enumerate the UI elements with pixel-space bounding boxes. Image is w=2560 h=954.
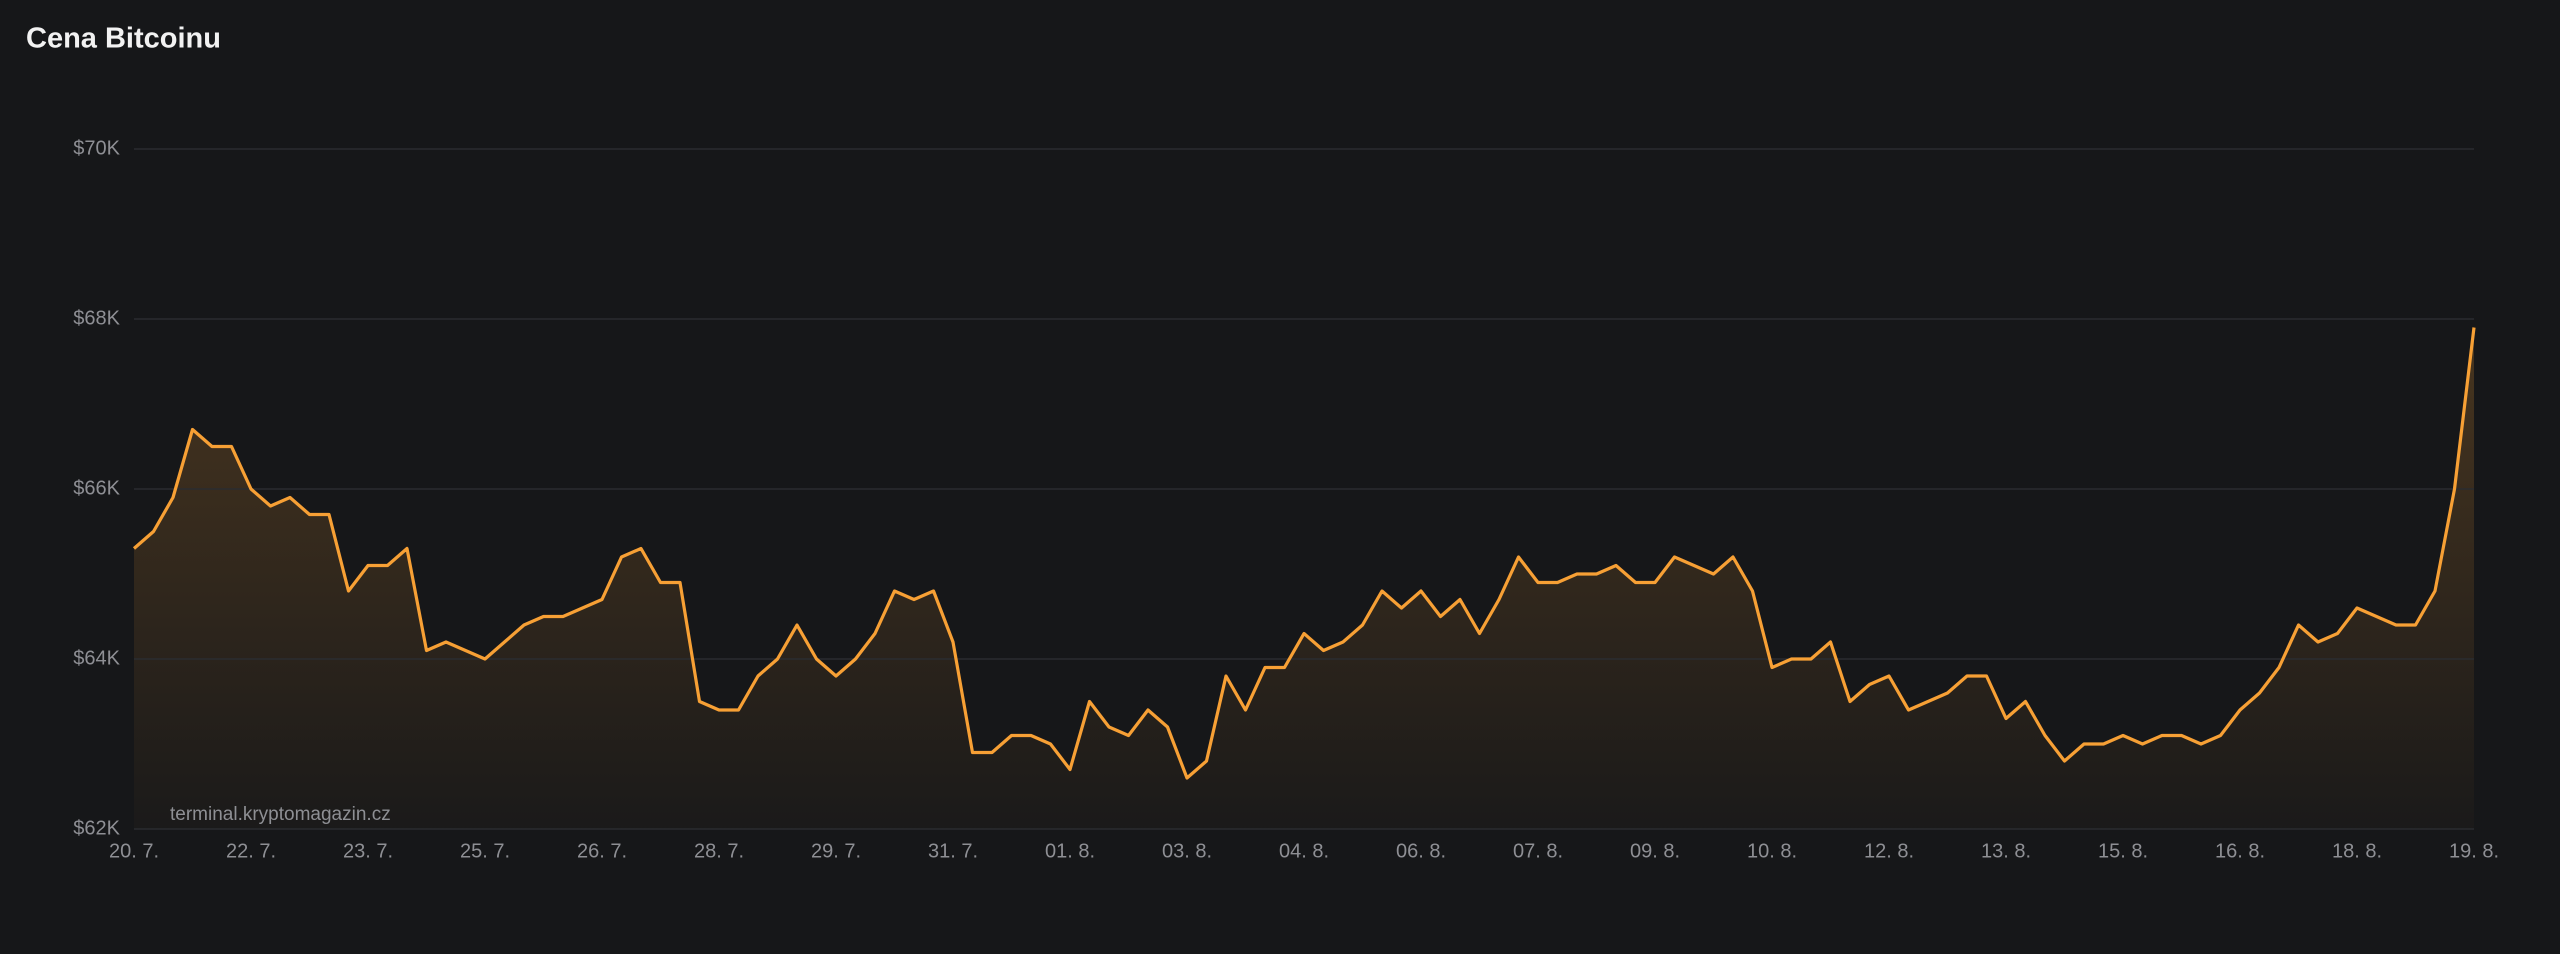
x-tick-label: 22. 7. [226,840,276,862]
x-tick-label: 01. 8. [1045,840,1095,862]
y-tick-label: $64K [73,647,120,669]
x-tick-label: 07. 8. [1513,840,1563,862]
y-tick-label: $62K [73,817,120,839]
chart-title: Cena Bitcoinu [26,23,221,55]
x-tick-label: 29. 7. [811,840,861,862]
x-tick-label: 26. 7. [577,840,627,862]
x-tick-label: 15. 8. [2098,840,2148,862]
x-tick-label: 04. 8. [1279,840,1329,862]
x-tick-label: 12. 8. [1864,840,1914,862]
x-tick-label: 28. 7. [694,840,744,862]
y-tick-label: $68K [73,307,120,329]
x-tick-label: 13. 8. [1981,840,2031,862]
y-tick-label: $70K [73,137,120,159]
x-tick-label: 09. 8. [1630,840,1680,862]
watermark: terminal.kryptomagazin.cz [170,804,391,825]
x-tick-label: 03. 8. [1162,840,1212,862]
x-tick-label: 18. 8. [2332,840,2382,862]
x-tick-label: 31. 7. [928,840,978,862]
x-tick-label: 16. 8. [2215,840,2265,862]
x-tick-label: 20. 7. [109,840,159,862]
x-tick-label: 10. 8. [1747,840,1797,862]
y-tick-label: $66K [73,477,120,499]
x-tick-label: 06. 8. [1396,840,1446,862]
x-tick-label: 19. 8. [2449,840,2499,862]
area-fill [134,327,2474,829]
x-tick-label: 23. 7. [343,840,393,862]
x-tick-label: 25. 7. [460,840,510,862]
price-line [132,327,2476,780]
